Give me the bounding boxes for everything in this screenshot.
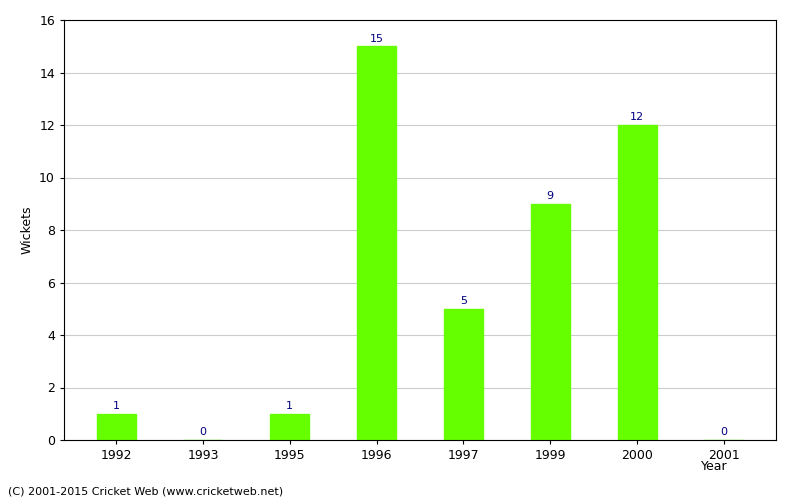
Text: Year: Year: [702, 460, 728, 473]
Text: 9: 9: [546, 191, 554, 201]
Text: (C) 2001-2015 Cricket Web (www.cricketweb.net): (C) 2001-2015 Cricket Web (www.cricketwe…: [8, 487, 283, 497]
Bar: [530, 204, 570, 440]
Text: 1: 1: [113, 401, 119, 411]
Text: 15: 15: [370, 34, 383, 43]
Text: 12: 12: [630, 112, 644, 122]
Bar: [97, 414, 136, 440]
Y-axis label: Wickets: Wickets: [21, 206, 34, 254]
Text: 0: 0: [199, 427, 206, 437]
Bar: [618, 125, 657, 440]
Text: 5: 5: [460, 296, 467, 306]
Bar: [357, 46, 396, 440]
Text: 1: 1: [286, 401, 294, 411]
Text: 0: 0: [721, 427, 727, 437]
Bar: [270, 414, 310, 440]
Bar: [444, 308, 483, 440]
